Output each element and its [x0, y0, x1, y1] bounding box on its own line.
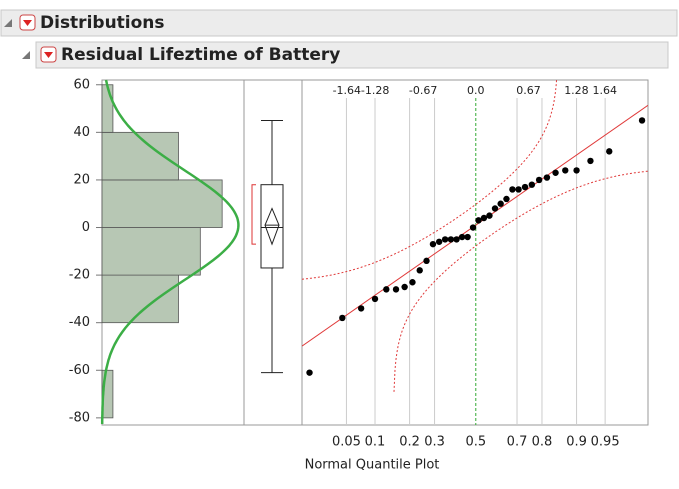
x-tick-label: 0.3	[424, 435, 445, 450]
top-tick-label: 1.28	[564, 84, 589, 97]
collapse-toggle[interactable]	[22, 51, 30, 59]
data-point	[543, 174, 551, 181]
data-point	[638, 117, 646, 124]
subheader-bar	[35, 41, 669, 69]
menu-icon	[44, 52, 53, 58]
histogram-bar	[101, 179, 223, 228]
x-tick-label: 0.95	[591, 435, 620, 450]
quantile-plot-area	[302, 80, 648, 392]
data-point	[339, 314, 346, 322]
menu-icon	[23, 20, 32, 26]
data-point	[509, 186, 516, 193]
data-point	[464, 233, 471, 241]
data-point	[497, 200, 504, 207]
x-tick-label: 0.5	[465, 435, 486, 450]
shortest-half	[251, 184, 256, 245]
collapse-toggle[interactable]	[4, 19, 12, 27]
histogram-bar	[101, 227, 201, 276]
top-tick-label: 0.67	[516, 84, 541, 97]
top-tick-label: -1.64	[333, 84, 361, 97]
x-tick-label: 0.9	[566, 435, 587, 450]
box	[260, 184, 284, 269]
data-point	[587, 157, 594, 165]
y-tick-label: 20	[73, 172, 90, 187]
data-point	[441, 236, 449, 243]
data-point	[562, 167, 569, 174]
data-point	[306, 369, 313, 376]
x-tick-label: 0.05	[332, 435, 361, 450]
x-tick-label: 0.2	[399, 435, 420, 450]
x-axis-title: Normal Quantile Plot	[305, 458, 440, 473]
subheader-title: Residual Lifeztime of Battery	[61, 45, 340, 65]
data-point	[573, 167, 580, 174]
data-point	[383, 286, 390, 293]
top-tick-label: 1.64	[593, 84, 618, 97]
histogram-bar	[101, 274, 179, 324]
top-tick-label: -1.28	[361, 84, 389, 97]
y-tick-label: -80	[69, 410, 90, 425]
y-tick-label: 0	[82, 220, 90, 235]
header-title: Distributions	[40, 13, 165, 33]
data-point	[416, 267, 423, 274]
y-tick-label: -40	[69, 315, 90, 330]
data-point	[552, 169, 559, 176]
data-point	[480, 214, 488, 222]
data-point	[469, 224, 477, 231]
data-point	[491, 205, 499, 212]
top-tick-label: -0.67	[409, 84, 437, 97]
data-point	[429, 240, 437, 248]
data-point	[535, 176, 543, 184]
data-point	[401, 283, 408, 291]
data-point	[515, 186, 522, 193]
data-point	[371, 295, 379, 303]
x-tick-label: 0.7	[507, 435, 528, 450]
data-point	[447, 236, 455, 243]
data-point	[503, 195, 510, 203]
data-point	[521, 183, 529, 191]
mean-diamond	[264, 207, 280, 246]
x-tick-label: 0.1	[365, 435, 386, 450]
data-point	[606, 148, 613, 155]
data-point	[475, 217, 482, 224]
y-tick-label: 60	[73, 77, 90, 92]
y-tick-label: -60	[69, 363, 90, 378]
data-point	[392, 286, 400, 293]
data-point	[435, 238, 443, 245]
data-point	[528, 181, 536, 188]
header-bar	[0, 9, 678, 37]
data-point	[357, 305, 365, 312]
histogram-bar	[101, 84, 114, 133]
normal-curve	[100, 79, 240, 424]
data-point	[409, 279, 416, 286]
top-tick-label: 0.0	[467, 84, 485, 97]
y-tick-label: -20	[69, 268, 90, 283]
confidence-band	[302, 80, 558, 280]
x-tick-label: 0.8	[532, 435, 553, 450]
data-point	[453, 236, 460, 243]
y-tick-label: 40	[73, 125, 90, 140]
data-point	[423, 257, 430, 265]
data-point	[458, 233, 466, 241]
data-point	[486, 212, 493, 219]
